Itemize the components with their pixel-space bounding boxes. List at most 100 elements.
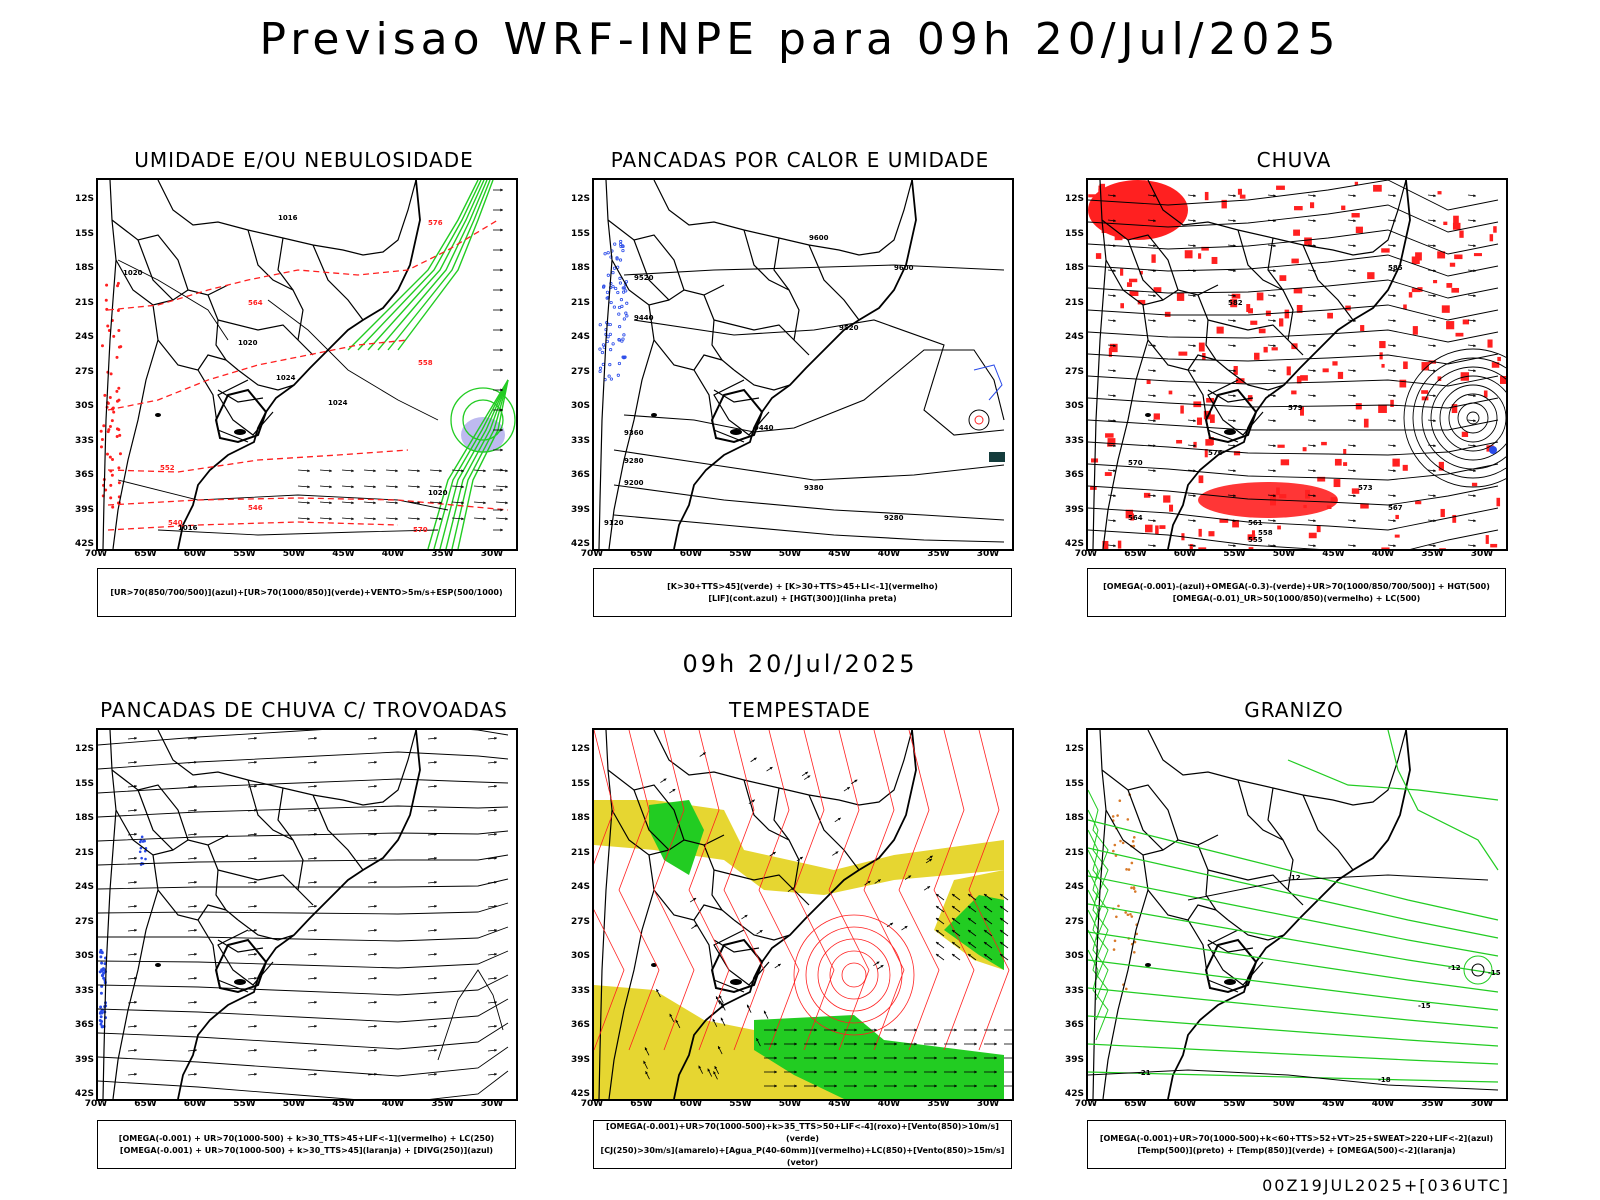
legend-line: [CJ(250)>30m/s](amarelo)+[Agua_P(40-60mm… bbox=[594, 1145, 1011, 1169]
panel-title-tempestade: TEMPESTADE bbox=[592, 698, 1008, 722]
lon-label: 60W bbox=[674, 549, 708, 559]
contour-label: 9440 bbox=[634, 314, 654, 322]
panel-title-chuva: CHUVA bbox=[1086, 148, 1502, 172]
contour-label: 579 bbox=[1288, 404, 1303, 412]
lat-label: 21S bbox=[66, 848, 94, 858]
lat-label: 21S bbox=[562, 848, 590, 858]
lat-label: 18S bbox=[66, 813, 94, 823]
lat-label: 39S bbox=[1056, 1055, 1084, 1065]
lon-label: 40W bbox=[376, 549, 410, 559]
lon-label: 45W bbox=[1317, 549, 1351, 559]
lon-label: 30W bbox=[1465, 1099, 1499, 1109]
lat-label: 33S bbox=[66, 436, 94, 446]
lat-label: 18S bbox=[562, 813, 590, 823]
lat-label: 39S bbox=[1056, 505, 1084, 515]
contour-label: 1016 bbox=[278, 214, 298, 222]
contour-label: 1024 bbox=[276, 374, 296, 382]
contour-label: 9280 bbox=[624, 457, 644, 465]
lat-label: 18S bbox=[1056, 813, 1084, 823]
lat-label: 12S bbox=[66, 744, 94, 754]
lat-label: 24S bbox=[1056, 332, 1084, 342]
contour-label: 1020 bbox=[428, 489, 448, 497]
lat-label: 15S bbox=[562, 229, 590, 239]
lat-label: 15S bbox=[1056, 779, 1084, 789]
panel-title-trovoadas: PANCADAS DE CHUVA C/ TROVOADAS bbox=[96, 698, 512, 722]
contour-label: 555 bbox=[1248, 536, 1263, 544]
run-footer: 00Z19JUL2025+[036UTC] bbox=[1262, 1176, 1510, 1195]
contour-label: 9600 bbox=[809, 234, 829, 242]
lat-label: 36S bbox=[66, 470, 94, 480]
panel-title-granizo: GRANIZO bbox=[1086, 698, 1502, 722]
contour-label: 552 bbox=[160, 464, 175, 472]
lat-label: 12S bbox=[1056, 194, 1084, 204]
legend-chuva: [OMEGA(-0.001)-(azul)+OMEGA(-0.3)-(verde… bbox=[1087, 568, 1506, 617]
legend-line: [OMEGA(-0.001) + UR>70(1000-500) + k>30_… bbox=[98, 1145, 515, 1157]
legend-line: [UR>70(850/700/500)](azul)+[UR>70(1000/8… bbox=[98, 587, 515, 599]
lat-label: 33S bbox=[66, 986, 94, 996]
lat-label: 27S bbox=[562, 917, 590, 927]
lat-label: 27S bbox=[1056, 367, 1084, 377]
contour-label: 576 bbox=[428, 219, 443, 227]
panel-title-pancadas-calor: PANCADAS POR CALOR E UMIDADE bbox=[592, 148, 1008, 172]
lat-label: 12S bbox=[66, 194, 94, 204]
legend-umidade: [UR>70(850/700/500)](azul)+[UR>70(1000/8… bbox=[97, 568, 516, 617]
contour-label: 585 bbox=[1388, 264, 1403, 272]
lon-label: 60W bbox=[178, 549, 212, 559]
lon-label: 65W bbox=[129, 549, 163, 559]
lat-label: 39S bbox=[562, 1055, 590, 1065]
lat-label: 18S bbox=[562, 263, 590, 273]
contour-label: -21 bbox=[1138, 1069, 1151, 1077]
contour-label: -15 bbox=[1488, 969, 1501, 977]
forecast-time-title: 09h 20/Jul/2025 bbox=[0, 650, 1600, 678]
legend-line: [OMEGA(-0.01)_UR>50(1000/850)(vermelho) … bbox=[1088, 593, 1505, 605]
lat-label: 42S bbox=[66, 539, 94, 549]
lon-label: 65W bbox=[625, 549, 659, 559]
lat-label: 33S bbox=[562, 986, 590, 996]
contour-label: 573 bbox=[1358, 484, 1373, 492]
lon-label: 55W bbox=[228, 549, 262, 559]
lon-label: 55W bbox=[1218, 549, 1252, 559]
lon-label: 40W bbox=[376, 1099, 410, 1109]
lon-label: 45W bbox=[823, 1099, 857, 1109]
lon-label: 40W bbox=[1366, 549, 1400, 559]
lat-label: 36S bbox=[562, 470, 590, 480]
lon-label: 40W bbox=[1366, 1099, 1400, 1109]
lon-label: 70W bbox=[79, 1099, 113, 1109]
lat-label: 12S bbox=[1056, 744, 1084, 754]
lat-label: 15S bbox=[66, 779, 94, 789]
contour-label: 9120 bbox=[604, 519, 624, 527]
lon-label: 65W bbox=[1119, 549, 1153, 559]
lat-label: 27S bbox=[562, 367, 590, 377]
lat-label: 39S bbox=[66, 505, 94, 515]
contour-label: 9440 bbox=[754, 424, 774, 432]
lat-label: 42S bbox=[1056, 1089, 1084, 1099]
legend-line: [OMEGA(-0.001) + UR>70(1000-500) + k>30_… bbox=[98, 1133, 515, 1145]
lon-label: 50W bbox=[773, 549, 807, 559]
map-chuva: 585 582 579 576 573 570 567 564 561 558 555 bbox=[1086, 178, 1508, 551]
lat-label: 30S bbox=[66, 401, 94, 411]
lon-label: 70W bbox=[1069, 549, 1103, 559]
lat-label: 24S bbox=[562, 882, 590, 892]
lon-label: 65W bbox=[625, 1099, 659, 1109]
legend-granizo: [OMEGA(-0.001)+UR>70(1000-500)+k<60+TTS>… bbox=[1087, 1120, 1506, 1169]
lat-label: 27S bbox=[66, 917, 94, 927]
lon-label: 50W bbox=[1267, 1099, 1301, 1109]
contour-label: -12 bbox=[1448, 964, 1461, 972]
contour-label: 564 bbox=[248, 299, 263, 307]
lon-label: 50W bbox=[277, 1099, 311, 1109]
lon-label: 60W bbox=[178, 1099, 212, 1109]
lon-label: 55W bbox=[724, 1099, 758, 1109]
lat-label: 27S bbox=[66, 367, 94, 377]
contour-label: 9200 bbox=[624, 479, 644, 487]
legend-tempestade: [OMEGA(-0.001)+UR>70(1000-500)+k>35_TTS>… bbox=[593, 1120, 1012, 1169]
lon-label: 30W bbox=[475, 549, 509, 559]
lat-label: 15S bbox=[1056, 229, 1084, 239]
lat-label: 36S bbox=[66, 1020, 94, 1030]
lat-label: 36S bbox=[1056, 1020, 1084, 1030]
lat-label: 12S bbox=[562, 744, 590, 754]
lon-label: 30W bbox=[475, 1099, 509, 1109]
legend-line: [OMEGA(-0.001)+UR>70(1000-500)+k<60+TTS>… bbox=[1088, 1133, 1505, 1145]
legend-trovoadas: [OMEGA(-0.001) + UR>70(1000-500) + k>30_… bbox=[97, 1120, 516, 1169]
lon-label: 50W bbox=[1267, 549, 1301, 559]
legend-line: [OMEGA(-0.001)+UR>70(1000-500)+k>35_TTS>… bbox=[594, 1121, 1011, 1145]
